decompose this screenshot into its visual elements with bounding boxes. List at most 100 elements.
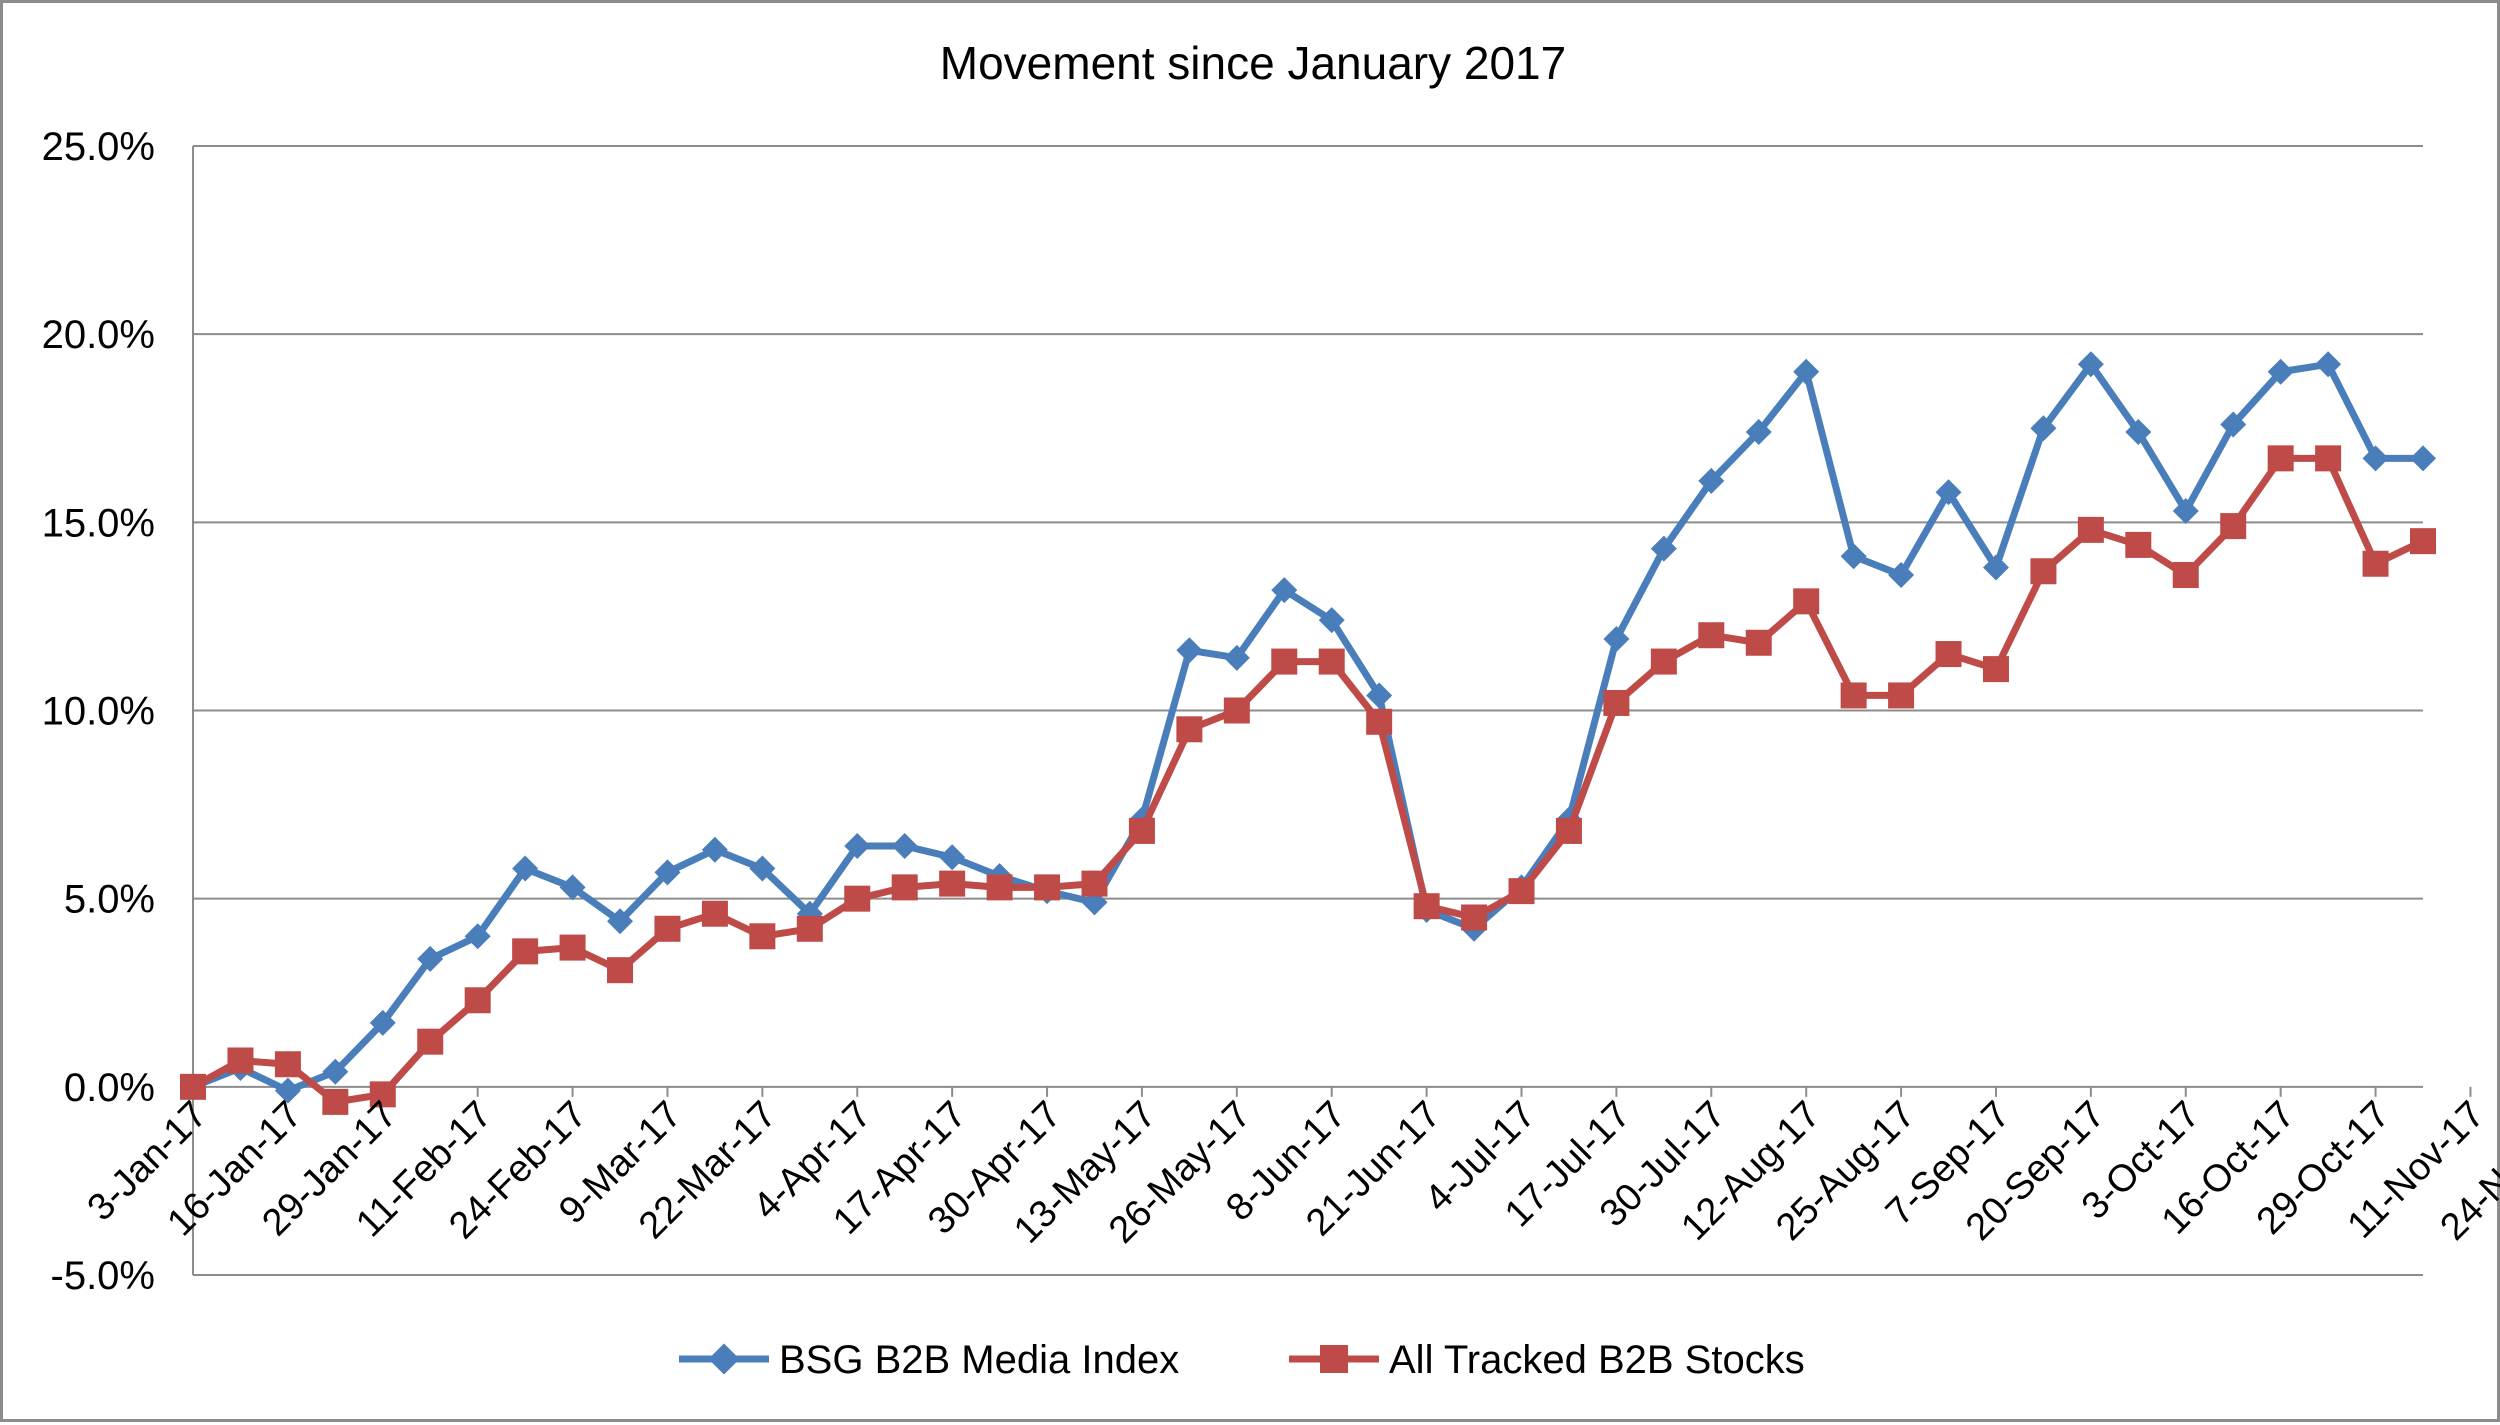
data-point-diamond: [2172, 498, 2199, 525]
data-point-square: [2315, 445, 2342, 472]
y-tick-label: 15.0%: [42, 501, 155, 545]
data-point-square: [1176, 716, 1203, 743]
data-point-diamond: [891, 832, 918, 859]
data-point-diamond: [1888, 562, 1915, 589]
data-point-square: [464, 987, 491, 1014]
data-point-diamond: [417, 945, 444, 972]
series-layer: [180, 351, 2436, 1115]
data-point-diamond: [654, 859, 681, 886]
data-point-diamond: [2220, 411, 2247, 438]
data-point-diamond: [1223, 644, 1250, 671]
series-line-all-tracked-b2b-stocks: [191, 454, 2425, 1106]
data-point-diamond: [1982, 554, 2009, 581]
data-point-square: [939, 870, 966, 897]
data-point-square: [1793, 588, 1820, 615]
data-point-diamond: [939, 844, 966, 871]
data-point-square: [322, 1088, 349, 1115]
data-point-square: [1081, 870, 1108, 897]
data-point-diamond: [1698, 467, 1725, 494]
data-point-diamond: [559, 874, 586, 901]
data-point-square: [2125, 531, 2152, 558]
y-axis-tick-labels: -5.0% 0.0% 5.0% 10.0% 15.0% 20.0% 25.0%: [42, 125, 155, 1298]
data-point-square: [1223, 697, 1250, 724]
data-point-square: [417, 1028, 444, 1055]
data-point-diamond: [1650, 535, 1677, 562]
data-point-square: [2267, 445, 2294, 472]
data-point-diamond: [1745, 419, 1772, 446]
data-point-diamond: [2410, 445, 2436, 472]
data-point-square: [986, 874, 1013, 901]
data-point-square: [1650, 648, 1677, 675]
legend-item-bsg-index: BSG B2B Media Index: [679, 1338, 1179, 1382]
data-point-diamond: [1366, 682, 1393, 709]
data-point-diamond: [512, 855, 539, 882]
data-point-square: [1698, 622, 1725, 649]
data-point-diamond: [1935, 479, 1962, 506]
data-point-square: [1555, 817, 1582, 844]
data-point-square: [2030, 558, 2057, 585]
data-point-diamond: [2267, 358, 2294, 385]
data-point-square: [749, 923, 776, 950]
y-tick-label: 0.0%: [64, 1066, 155, 1110]
data-point-square: [1413, 893, 1440, 920]
data-point-square: [844, 885, 871, 912]
legend-square-icon: [1320, 1345, 1348, 1373]
chart-title: Movement since January 2017: [940, 37, 1566, 89]
data-point-square: [1128, 817, 1155, 844]
data-point-square: [369, 1081, 396, 1108]
data-point-diamond: [2077, 351, 2104, 378]
x-axis-tick-labels: 3-Jan-1716-Jan-1729-Jan-1711-Feb-1724-Fe…: [80, 1093, 2500, 1251]
y-tick-label: -5.0%: [51, 1254, 156, 1298]
data-point-square: [701, 900, 728, 927]
legend-label-all-tracked: All Tracked B2B Stocks: [1389, 1338, 1805, 1382]
legend-label-bsg-index: BSG B2B Media Index: [779, 1338, 1179, 1382]
y-tick-label: 5.0%: [64, 878, 155, 922]
data-point-diamond: [1793, 358, 1820, 385]
data-point-diamond: [369, 1009, 396, 1036]
data-point-square: [559, 934, 586, 961]
data-point-diamond: [1176, 637, 1203, 664]
data-point-diamond: [701, 836, 728, 863]
y-tick-label: 10.0%: [42, 690, 155, 734]
data-point-square: [227, 1047, 254, 1074]
data-point-square: [1745, 629, 1772, 656]
data-point-square: [1982, 656, 2009, 683]
data-point-diamond: [844, 832, 871, 859]
data-point-square: [274, 1051, 301, 1078]
data-point-square: [1318, 648, 1345, 675]
data-point-square: [1034, 874, 1061, 901]
data-point-square: [1888, 682, 1915, 709]
data-point-square: [2362, 550, 2389, 577]
legend-item-all-tracked: All Tracked B2B Stocks: [1289, 1338, 1805, 1382]
data-point-square: [1603, 689, 1630, 716]
data-point-square: [654, 915, 681, 942]
y-tick-label: 25.0%: [42, 125, 155, 169]
series-line-bsg-b2b-media-index: [191, 360, 2423, 1095]
data-point-diamond: [1318, 607, 1345, 634]
data-point-diamond: [464, 923, 491, 950]
data-point-diamond: [2362, 445, 2389, 472]
data-point-square: [2172, 562, 2199, 589]
data-point-square: [1366, 708, 1393, 735]
data-point-square: [1935, 641, 1962, 668]
legend-diamond-icon: [708, 1343, 740, 1375]
data-point-square: [2220, 513, 2247, 540]
data-point-square: [607, 957, 634, 984]
data-point-diamond: [322, 1058, 349, 1085]
data-point-diamond: [1603, 625, 1630, 652]
data-point-square: [180, 1073, 206, 1100]
data-point-square: [796, 915, 823, 942]
chart-svg: Movement since January 2017 -5.0% 0.0% 5.0…: [42, 37, 2500, 1382]
data-point-square: [2410, 528, 2436, 555]
legend: BSG B2B Media Index All Tracked B2B Stoc…: [679, 1338, 1805, 1382]
data-point-square: [1508, 878, 1535, 905]
data-point-square: [2077, 516, 2104, 543]
data-point-square: [512, 938, 539, 965]
data-point-square: [891, 874, 918, 901]
data-point-diamond: [607, 908, 634, 935]
data-point-diamond: [1840, 543, 1867, 570]
data-point-diamond: [274, 1077, 301, 1104]
data-point-square: [1271, 648, 1298, 675]
y-tick-label: 20.0%: [42, 313, 155, 357]
